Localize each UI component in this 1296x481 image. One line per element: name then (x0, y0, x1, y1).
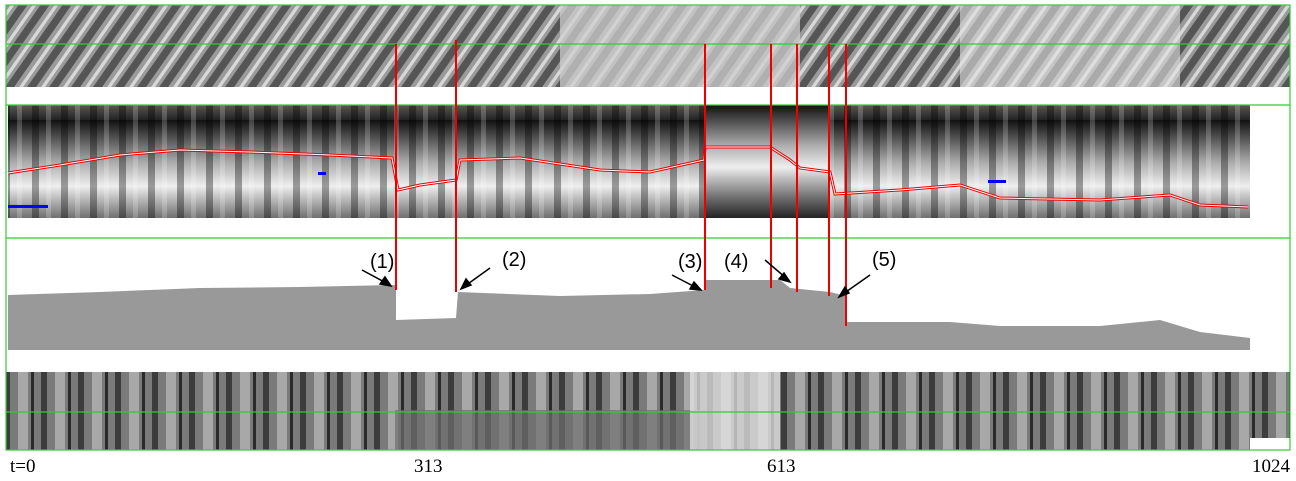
frame (5, 4, 1291, 451)
event-lines (395, 40, 847, 326)
image-strip-light (960, 5, 1180, 87)
image-strip-light (560, 5, 800, 87)
event-label: (3) (678, 251, 702, 273)
event-label: (4) (724, 251, 748, 273)
image-strip-light (690, 372, 780, 450)
event-label: (1) (370, 251, 394, 273)
event-label: (5) (872, 249, 896, 271)
arrows (361, 259, 871, 299)
time-tick: 313 (414, 456, 443, 477)
marker (318, 172, 326, 175)
similarity-map (8, 105, 1250, 218)
marker (8, 205, 48, 208)
time-axis: t=0 313 613 1024 (10, 456, 1291, 477)
image-strip-dark (395, 410, 705, 450)
profile (8, 280, 1250, 350)
time-tick: 613 (767, 456, 796, 477)
event-labels: (1) (2) (3) (4) (5) (370, 249, 896, 273)
path-line-core (7, 146, 1249, 208)
marker (988, 180, 1006, 183)
similarity-map-block (705, 105, 830, 218)
time-tick: t=0 (10, 456, 36, 477)
event-label: (2) (502, 249, 526, 271)
image-strip-gap (1250, 438, 1290, 450)
time-tick: 1024 (1252, 456, 1291, 477)
